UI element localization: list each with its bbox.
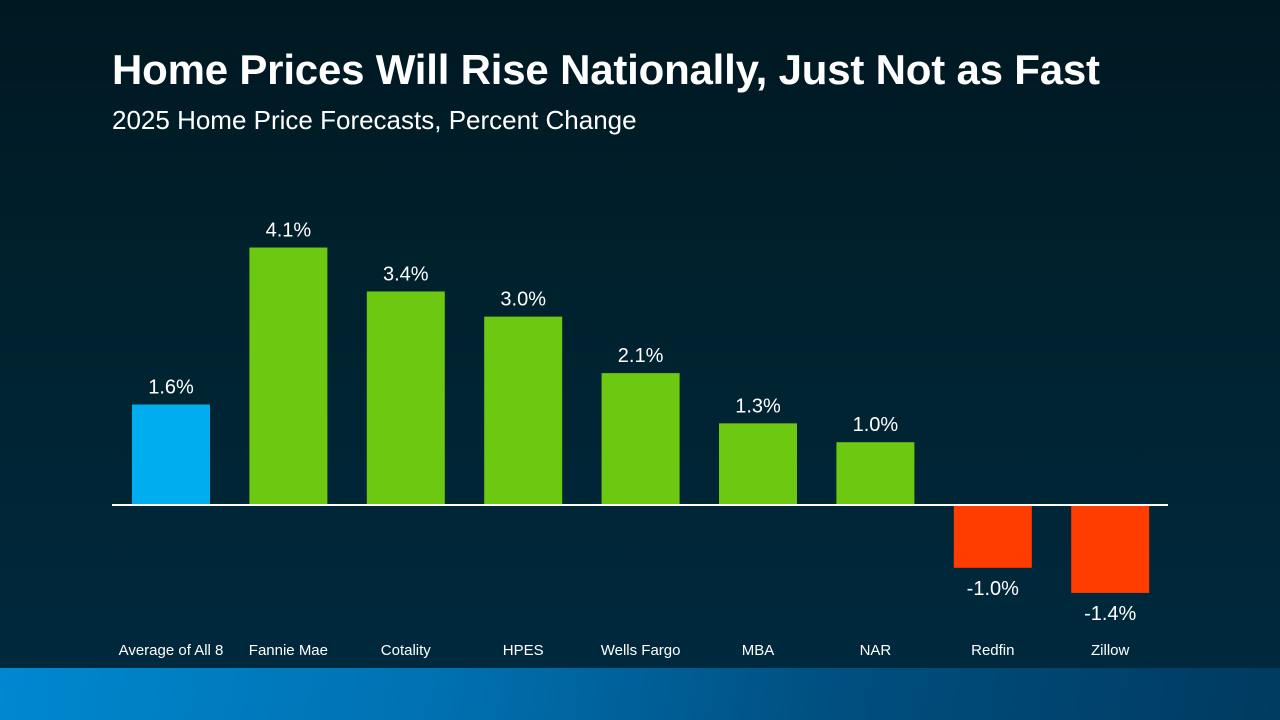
category-label: MBA <box>742 642 775 659</box>
bar-wells-fargo <box>601 373 680 505</box>
category-label: HPES <box>503 642 544 659</box>
footer-band <box>0 668 1280 720</box>
category-label: NAR <box>860 642 892 659</box>
bar-redfin <box>953 505 1032 568</box>
category-label: Average of All 8 <box>119 642 224 659</box>
bar-fannie-mae <box>249 247 328 505</box>
data-label: 1.6% <box>148 377 194 399</box>
chart-subtitle: 2025 Home Price Forecasts, Percent Chang… <box>112 105 637 135</box>
data-label: -1.4% <box>1084 603 1136 625</box>
data-label: 4.1% <box>266 220 312 242</box>
bar-chart: 1.6% Average of All 8 4.1% Fannie Mae 3.4% Co… <box>119 220 1150 659</box>
bar-hpes <box>484 316 563 505</box>
bar-mba <box>719 423 797 505</box>
bar-nar <box>836 442 915 505</box>
category-label: Wells Fargo <box>601 642 681 659</box>
data-label: -1.0% <box>967 578 1019 600</box>
category-label: Fannie Mae <box>249 642 328 659</box>
data-label: 1.3% <box>735 395 781 417</box>
bar-cotality <box>366 291 445 505</box>
data-label: 3.4% <box>383 263 429 285</box>
category-label: Redfin <box>971 642 1014 659</box>
data-label: 1.0% <box>853 414 899 436</box>
category-label: Cotality <box>381 642 432 659</box>
bar-zillow <box>1071 505 1150 593</box>
category-label: Zillow <box>1091 642 1130 659</box>
data-label: 2.1% <box>618 345 664 367</box>
bar-average-of-all-8 <box>132 404 210 505</box>
chart-title: Home Prices Will Rise Nationally, Just N… <box>112 46 1100 93</box>
data-label: 3.0% <box>500 289 546 311</box>
